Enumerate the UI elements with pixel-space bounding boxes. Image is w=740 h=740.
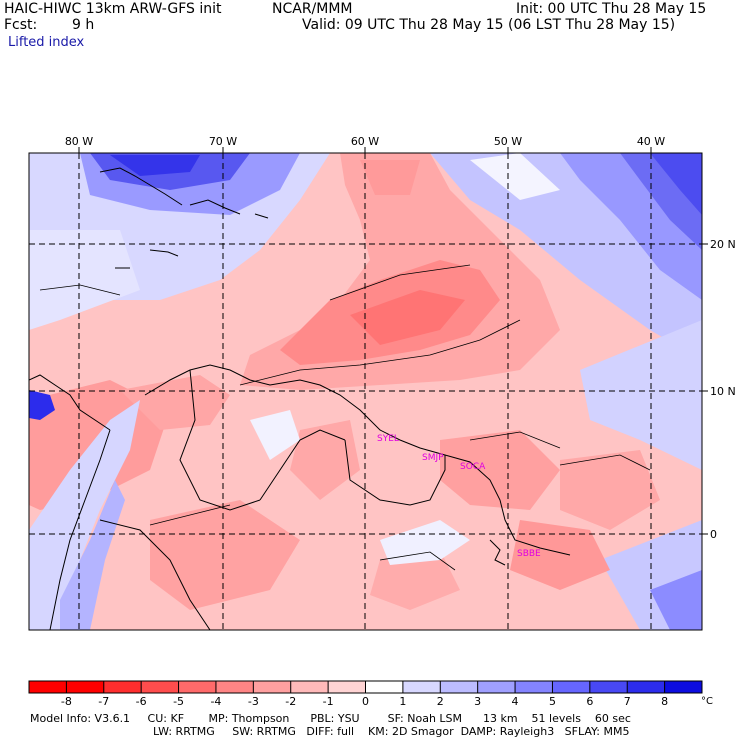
stations: SYEL SMJP SOCA SBBE [377, 434, 541, 559]
colorbar-tick-label: -2 [285, 695, 296, 708]
colorbar-labels: -8 -7 -6 -5 -4 -3 -2 -1 0 1 2 3 4 5 6 7 8 [61, 695, 668, 708]
coastlines [29, 167, 651, 630]
colorbar-swatch [141, 681, 180, 693]
colorbar-tick-label: -5 [173, 695, 184, 708]
forecast-label: Fcst: [4, 17, 38, 33]
init-time: Init: 00 UTC Thu 28 May 15 [516, 1, 707, 17]
colorbar-swatch [253, 681, 292, 693]
model-info-line2: LW: RRTMG SW: RRTMG DIFF: full KM: 2D Sm… [153, 725, 630, 738]
center-name: NCAR/MMM [272, 1, 353, 17]
colorbar-tick-label: 1 [399, 695, 406, 708]
colorbar-swatch [552, 681, 591, 693]
colorbar-swatch [328, 681, 366, 693]
lon-label-60w: 60 W [351, 135, 379, 148]
valid-time: Valid: 09 UTC Thu 28 May 15 (06 LST Thu … [302, 17, 676, 33]
colorbar-swatch [29, 681, 67, 693]
colorbar-tick-label: -1 [323, 695, 334, 708]
colorbar-swatch [440, 681, 479, 693]
colorbar-swatch [178, 681, 217, 693]
colorbar-swatch [290, 681, 329, 693]
station-soca: SOCA [460, 462, 486, 472]
colorbar-tick-label: 4 [512, 695, 519, 708]
colorbar-unit: °C [701, 696, 713, 707]
colorbar-tick-label: 6 [586, 695, 593, 708]
graticule [29, 153, 702, 630]
colorbar-tick-label: 2 [437, 695, 444, 708]
station-smjp: SMJP [422, 453, 444, 463]
colorbar-tick-label: 3 [474, 695, 481, 708]
colorbar-tick-label: -7 [98, 695, 109, 708]
map-frame [28, 152, 703, 631]
colorbar [28, 680, 703, 694]
colorbar-tick-label: -3 [248, 695, 259, 708]
lon-label-80w: 80 W [65, 135, 93, 148]
model-title: HAIC-HIWC 13km ARW-GFS init [4, 1, 222, 17]
lon-label-40w: 40 W [637, 135, 665, 148]
lon-label-50w: 50 W [494, 135, 522, 148]
colorbar-tick-label: 7 [624, 695, 631, 708]
station-syel: SYEL [377, 434, 399, 444]
colorbar-tick-label: 0 [362, 695, 369, 708]
colorbar-tick-label: 5 [549, 695, 556, 708]
forecast-hour: 9 h [72, 17, 95, 33]
colorbar-swatch [215, 681, 254, 693]
colorbar-swatch [402, 681, 441, 693]
model-info-line1: Model Info: V3.6.1 CU: KF MP: Thompson P… [30, 712, 631, 725]
colorbar-swatch [477, 681, 516, 693]
colorbar-tick-label: -8 [61, 695, 72, 708]
lat-label-10n: 10 N [710, 385, 736, 398]
colorbar-tick-label: -4 [210, 695, 221, 708]
lon-label-70w: 70 W [209, 135, 237, 148]
colorbar-tick-label: 8 [661, 695, 668, 708]
field-name: Lifted index [8, 35, 85, 50]
colorbar-tick-label: -6 [136, 695, 147, 708]
colorbar-swatch [589, 681, 628, 693]
lat-label-0: 0 [710, 528, 717, 541]
lat-label-20n: 20 N [710, 238, 736, 251]
axis-ticks [78, 147, 708, 535]
colorbar-swatch [515, 681, 553, 693]
colorbar-swatch [66, 681, 105, 693]
colorbar-swatch [627, 681, 666, 693]
station-sbbe: SBBE [517, 549, 541, 559]
colorbar-swatch [664, 681, 703, 693]
colorbar-swatch [103, 681, 142, 693]
colorbar-swatch [365, 681, 404, 693]
